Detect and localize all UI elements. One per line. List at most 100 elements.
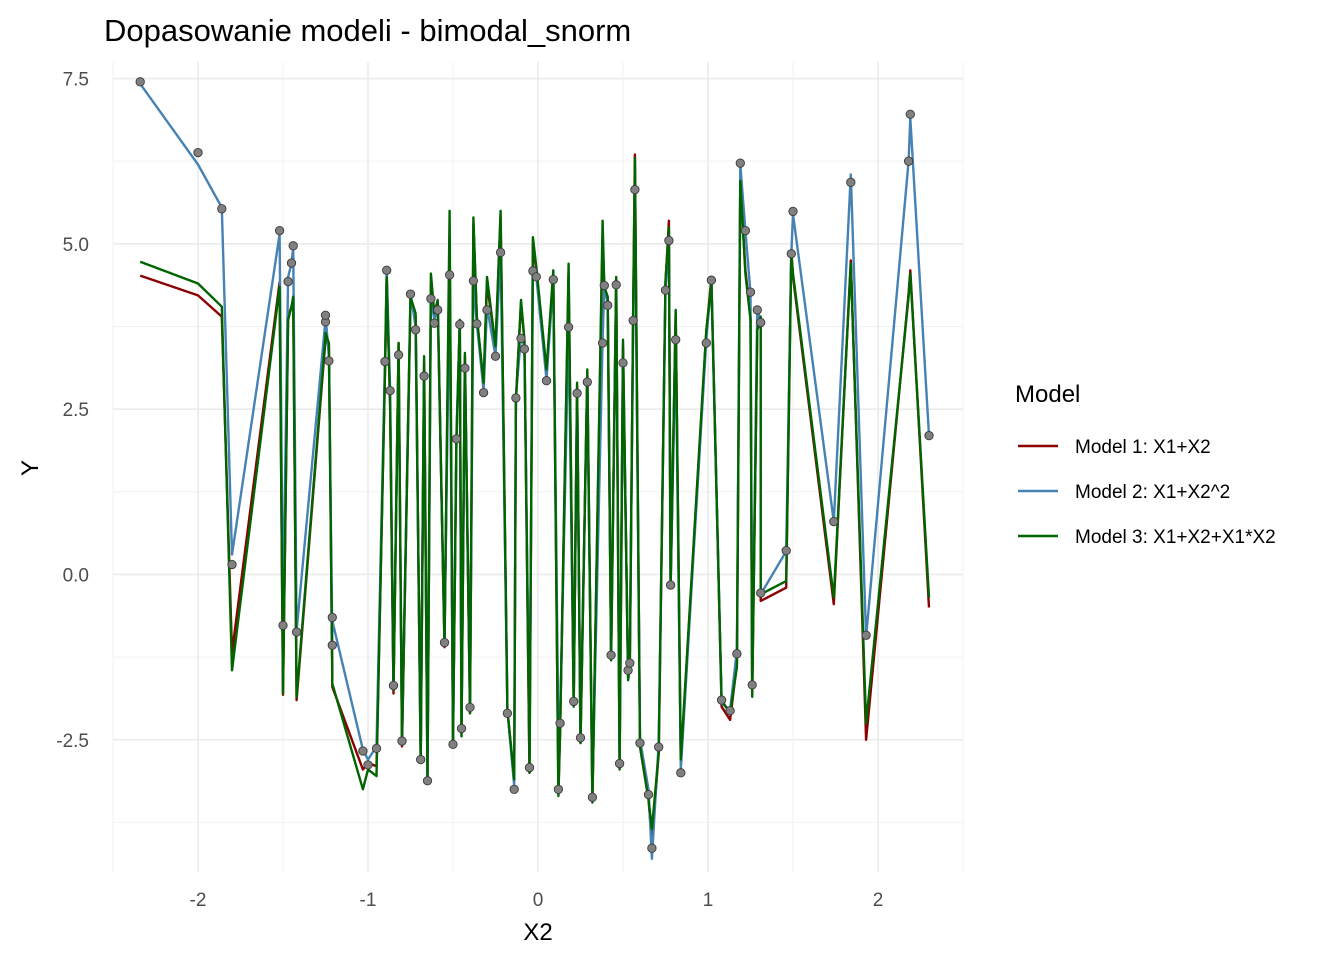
data-point — [327, 612, 337, 623]
data-point — [217, 204, 227, 214]
data-point — [756, 317, 766, 328]
data-point — [531, 272, 541, 282]
data-point — [382, 265, 392, 275]
data-point — [478, 387, 489, 398]
data-point — [606, 650, 616, 660]
data-point — [455, 319, 465, 330]
data-point — [519, 344, 530, 354]
data-point — [625, 658, 635, 668]
data-point — [664, 235, 674, 246]
x-tick-label: 2 — [873, 890, 884, 911]
data-point — [569, 696, 579, 707]
data-point — [495, 247, 506, 258]
data-point — [635, 738, 645, 748]
data-point — [846, 177, 856, 187]
data-point — [905, 109, 915, 119]
data-point — [786, 249, 796, 259]
data-point — [448, 739, 458, 750]
data-point — [676, 768, 686, 778]
data-point — [422, 776, 433, 786]
data-point — [444, 270, 455, 280]
data-point — [747, 680, 757, 690]
data-point — [363, 760, 373, 770]
series-line-model-2 — [139, 83, 931, 860]
data-point — [788, 206, 798, 217]
data-point — [405, 289, 416, 299]
x-axis-label: X2 — [523, 919, 552, 946]
series-line-model-3 — [139, 156, 931, 831]
data-point — [548, 274, 558, 285]
x-tick-label: 1 — [703, 890, 714, 911]
data-point — [716, 695, 727, 705]
data-point — [603, 300, 613, 310]
data-point — [701, 338, 711, 348]
data-point — [647, 843, 657, 853]
legend-title: Model — [1015, 381, 1080, 408]
data-point — [732, 649, 742, 659]
y-tick-label: 5.0 — [63, 235, 89, 256]
data-point — [460, 363, 470, 373]
data-point — [745, 287, 756, 297]
data-point — [671, 335, 681, 345]
data-point — [706, 275, 717, 285]
data-point — [472, 319, 482, 329]
legend-label-model-3: Model 3: X1+X2+X1*X2 — [1075, 527, 1276, 548]
data-point — [451, 434, 462, 444]
data-point — [643, 789, 654, 800]
x-tick-label: -2 — [190, 890, 207, 911]
data-point — [516, 333, 526, 344]
x-tick-label: 0 — [533, 890, 544, 911]
data-point — [524, 762, 535, 773]
data-point — [587, 792, 598, 802]
data-point — [611, 280, 621, 290]
data-point — [274, 225, 285, 236]
series-lines — [139, 83, 931, 860]
y-tick-label: 7.5 — [63, 70, 89, 91]
data-point — [286, 258, 297, 268]
y-tick-label: 2.5 — [63, 400, 89, 421]
data-point — [397, 736, 407, 746]
x-axis-ticks: -2 -1 0 1 2 — [190, 890, 884, 911]
data-point — [563, 322, 574, 332]
data-point — [291, 627, 302, 637]
data-point — [385, 385, 395, 396]
data-point — [575, 733, 586, 743]
data-point — [465, 702, 475, 713]
data-point — [735, 158, 745, 168]
data-point — [903, 156, 914, 166]
data-point — [541, 376, 552, 386]
data-point — [660, 285, 671, 295]
data-point — [324, 356, 334, 366]
data-point — [227, 559, 237, 570]
data-point — [380, 356, 390, 367]
data-point — [725, 706, 735, 716]
data-point — [410, 325, 421, 335]
data-point — [490, 351, 501, 361]
legend-label-model-2: Model 2: X1+X2^2 — [1075, 482, 1230, 503]
data-point — [371, 743, 382, 754]
data-point — [393, 350, 404, 360]
data-point — [553, 784, 564, 794]
x-tick-label: -1 — [360, 890, 377, 911]
data-point — [572, 388, 582, 398]
legend-label-model-1: Model 1: X1+X2 — [1075, 437, 1211, 458]
chart-title: Dopasowanie modeli - bimodal_snorm — [104, 13, 631, 48]
data-point — [756, 588, 766, 598]
y-axis-ticks: -2.5 0.0 2.5 5.0 7.5 — [56, 70, 89, 752]
data-point — [630, 184, 640, 195]
data-point — [555, 718, 565, 728]
data-point — [582, 377, 592, 387]
data-point — [358, 746, 368, 756]
data-point — [654, 742, 664, 752]
data-point — [924, 430, 934, 441]
data-point — [599, 280, 609, 291]
data-point — [419, 371, 429, 381]
data-point — [278, 620, 288, 631]
data-point — [439, 637, 450, 648]
data-point — [135, 77, 145, 87]
data-point — [829, 516, 839, 527]
y-tick-label: 0.0 — [63, 565, 89, 586]
data-point — [320, 310, 331, 320]
data-point — [288, 241, 298, 251]
